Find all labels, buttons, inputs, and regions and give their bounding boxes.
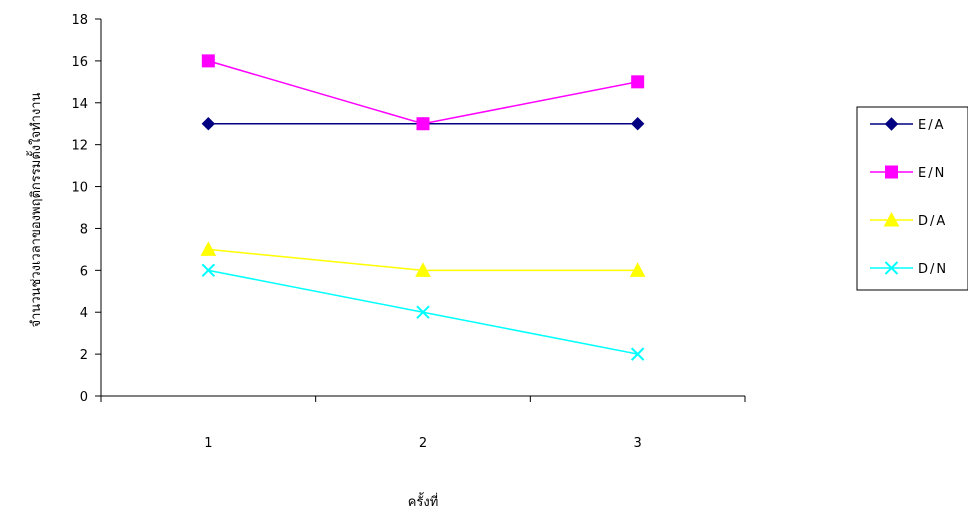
data-point: [415, 262, 431, 277]
y-tick-label: 6: [80, 264, 88, 279]
data-point: [416, 117, 430, 131]
x-tick-label: 2: [419, 436, 427, 451]
y-tick-label: 8: [80, 222, 88, 237]
legend-marker: [884, 117, 899, 131]
data-point: [629, 262, 646, 277]
series-3: [201, 263, 645, 361]
axes: [100, 19, 745, 397]
y-axis-title: จำนวนช่วงเวลาของพฤติกรรมตั้งใจทำงาน: [26, 92, 44, 327]
y-tick-label: 12: [71, 139, 88, 154]
data-point: [201, 54, 215, 68]
legend: E/A E/N D/A D/N: [856, 106, 968, 291]
y-tick-label: 10: [71, 181, 88, 196]
legend-entry: E/N: [870, 165, 946, 181]
legend-label: E/A: [918, 118, 946, 133]
y-tick-label: 16: [71, 55, 88, 70]
y-tick-label: 0: [80, 390, 88, 405]
legend-frame: [856, 106, 968, 291]
legend-entry: D/N: [870, 261, 948, 277]
legend-label: D/A: [918, 214, 947, 229]
legend-entry: D/A: [870, 211, 947, 229]
y-tick-label: 14: [71, 97, 88, 112]
series-2: [200, 241, 646, 277]
series-1: [201, 54, 645, 131]
legend-marker: [884, 261, 899, 275]
legend-marker: [885, 165, 898, 179]
x-tick-label: 3: [634, 436, 642, 451]
data-point: [201, 117, 216, 131]
legend-label: E/N: [918, 166, 946, 181]
y-tick-label: 2: [80, 348, 88, 363]
x-ticks: 1 2 3: [100, 396, 746, 451]
legend-label: D/N: [918, 262, 948, 277]
legend-marker: [883, 211, 900, 227]
y-tick-label: 4: [80, 306, 88, 321]
data-point: [630, 347, 645, 361]
x-tick-label: 1: [204, 436, 212, 451]
legend-entry: E/A: [870, 117, 946, 133]
y-tick-label: 18: [71, 13, 88, 28]
series-layer: [200, 54, 646, 361]
y-ticks: 0 2 4 6 8 10 12 14 16 18: [71, 13, 101, 405]
x-axis-title: ครั้งที่: [408, 492, 439, 510]
data-point: [201, 263, 216, 278]
data-point: [200, 241, 217, 256]
series-line: [208, 60, 638, 125]
data-point: [630, 117, 645, 131]
data-point: [416, 305, 430, 319]
data-point: [631, 75, 645, 89]
